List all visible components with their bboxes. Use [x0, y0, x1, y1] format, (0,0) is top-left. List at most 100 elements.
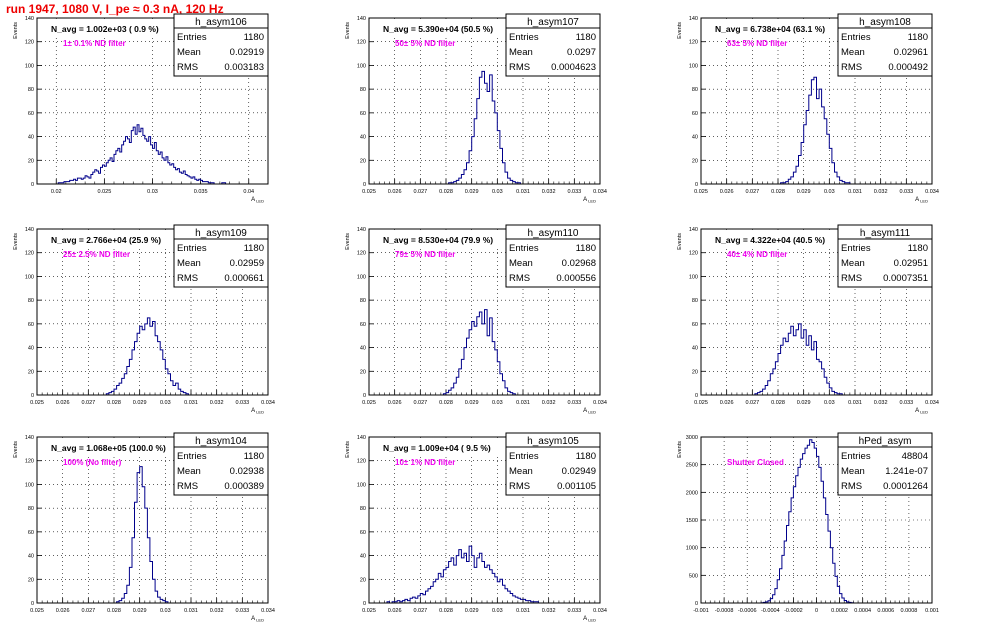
y-tick-label: 100	[25, 482, 34, 488]
x-tick-label: 0.03	[492, 189, 503, 195]
x-tick-label: 0.032	[874, 189, 888, 195]
stats-key: Mean	[841, 47, 865, 58]
x-tick-label: 0.03	[824, 189, 835, 195]
y-axis-label: Events	[345, 441, 351, 458]
x-tick-label: 0.02	[51, 189, 62, 195]
stats-value: 0.000389	[224, 481, 264, 492]
x-tick-label: 0.034	[593, 189, 607, 195]
y-tick-label: 40	[28, 554, 34, 560]
x-tick-label: 0.035	[194, 189, 208, 195]
n-avg-background	[371, 233, 504, 246]
y-tick-label: 140	[25, 435, 34, 441]
stats-key: Entries	[509, 32, 539, 43]
x-tick-label: 0.032	[210, 608, 224, 614]
panel-hPed_asym: -0.001 -0.0008 -0.0006 -0.0004 -0.0002 0 0.000…	[677, 432, 939, 614]
y-tick-label: 60	[28, 322, 34, 328]
stats-box	[837, 13, 933, 77]
y-tick-label: 140	[689, 16, 698, 22]
stats-value: 0.02961	[894, 47, 928, 58]
y-tick-label: 100	[357, 482, 366, 488]
stats-key: Entries	[177, 32, 207, 43]
panel-h_asym105: 0.025 0.026 0.027 0.028 0.029 0.03 0.031 0.032 0…	[345, 432, 607, 622]
stats-box	[837, 224, 933, 288]
stats-value: 0.0297	[567, 47, 596, 58]
stats-key: RMS	[509, 62, 530, 73]
y-tick-label: 120	[689, 40, 698, 46]
x-tick-label: 0.025	[97, 189, 111, 195]
y-tick-label: 100	[357, 63, 366, 69]
x-tick-label: 0.029	[797, 400, 811, 406]
x-tick-label: 0.026	[388, 400, 402, 406]
x-tick-label: 0.032	[542, 189, 556, 195]
x-tick-label: 0.03	[824, 400, 835, 406]
stats-title: h_asym110	[528, 228, 579, 239]
stats-key: Mean	[841, 258, 865, 269]
plot-frame	[368, 228, 601, 396]
x-tick-label: 0.027	[81, 608, 95, 614]
stats-value: 0.001105	[557, 481, 596, 492]
x-axis-label: A LED	[251, 197, 264, 204]
y-tick-label: 140	[25, 227, 34, 233]
x-tick-label: 0.031	[516, 400, 530, 406]
y-tick-label: 140	[357, 227, 366, 233]
y-tick-label: 120	[25, 459, 34, 465]
x-tick-label: 0.028	[439, 608, 453, 614]
n-avg-label: N_avg = 6.738e+04 (63.1 %)	[715, 24, 825, 34]
x-tick-label: 0.033	[899, 189, 913, 195]
y-tick-label: 60	[360, 530, 366, 536]
stats-value: 0.02959	[230, 258, 264, 269]
x-axis-label-subscript: LED	[919, 199, 928, 204]
x-tick-label: 0.034	[925, 189, 939, 195]
x-tick-label: 0.029	[797, 189, 811, 195]
stats-box	[837, 432, 933, 496]
histogram-line	[381, 545, 547, 604]
stats-value: 0.02951	[894, 258, 928, 269]
x-tick-label: 0.027	[745, 189, 759, 195]
stats-box	[505, 224, 601, 288]
x-tick-label: 0.028	[107, 400, 121, 406]
x-tick-label: -0.0004	[761, 608, 780, 614]
stats-box	[505, 13, 601, 77]
stats-key: Entries	[841, 32, 871, 43]
x-tick-label: 0.031	[848, 400, 862, 406]
x-axis-label-subscript: LED	[587, 199, 596, 204]
stats-box	[173, 13, 269, 77]
stats-value: 1180	[576, 32, 596, 43]
y-tick-label: 40	[692, 135, 698, 141]
x-tick-label: 0.033	[235, 608, 249, 614]
y-tick-label: 40	[360, 135, 366, 141]
x-tick-label: 0.033	[567, 400, 581, 406]
y-tick-label: 40	[360, 554, 366, 560]
stats-value: 1180	[908, 32, 928, 43]
stats-key: Mean	[177, 47, 201, 58]
stats-key: RMS	[841, 62, 862, 73]
y-tick-label: 80	[360, 506, 366, 512]
y-tick-label: 1500	[686, 518, 698, 524]
x-axis-label-subscript: LED	[587, 618, 596, 622]
stats-key: Entries	[509, 243, 539, 254]
y-tick-label: 80	[28, 298, 34, 304]
panel-h_asym108: 0.025 0.026 0.027 0.028 0.029 0.03 0.031 0.032 0…	[677, 13, 939, 204]
stats-value: 0.003183	[224, 62, 264, 73]
n-avg-label: N_avg = 2.766e+04 (25.9 %)	[51, 235, 161, 245]
y-tick-label: 100	[689, 274, 698, 280]
filter-note: Shutter Closed	[727, 458, 784, 467]
stats-value: 0.02949	[562, 466, 596, 477]
y-axis-label: Events	[677, 441, 683, 458]
x-tick-label: 0.034	[593, 400, 607, 406]
plot-frame	[36, 228, 269, 396]
x-tick-label: 0.03	[492, 400, 503, 406]
n-avg-background	[39, 22, 172, 35]
stats-value: 1180	[244, 451, 264, 462]
y-tick-label: 2000	[686, 490, 698, 496]
y-tick-label: 20	[28, 369, 34, 375]
x-tick-label: 0.025	[362, 608, 376, 614]
y-tick-label: 80	[360, 298, 366, 304]
histogram-line	[440, 309, 523, 396]
histogram-line	[758, 439, 875, 604]
y-tick-label: 80	[28, 87, 34, 93]
x-axis-label-subscript: LED	[919, 410, 928, 415]
stats-value: 1.241e-07	[885, 466, 928, 477]
y-tick-label: 0	[695, 393, 698, 399]
y-tick-label: 60	[28, 530, 34, 536]
